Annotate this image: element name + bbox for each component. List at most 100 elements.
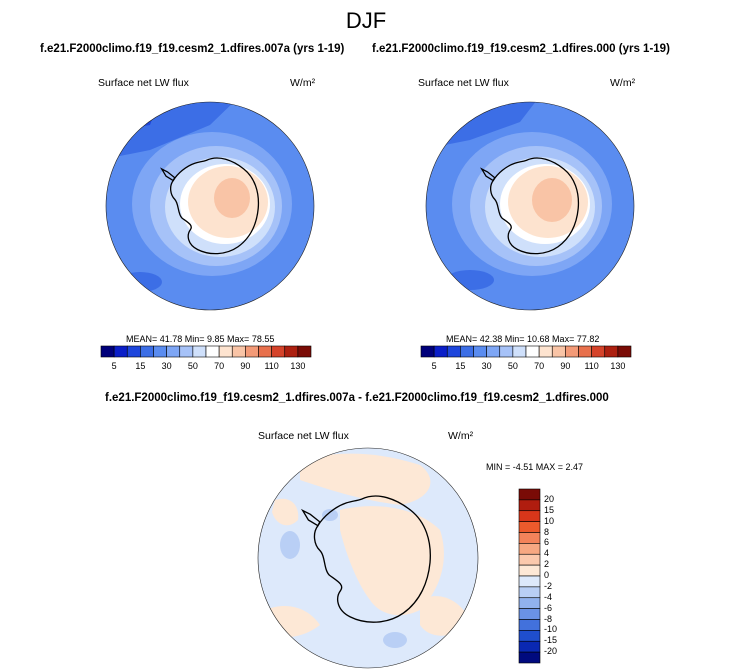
panel2-map-border (425, 101, 635, 311)
diff-colorbar-tick: 20 (544, 493, 555, 504)
panel2-colorbar-box (499, 345, 514, 358)
panel1-map-border (105, 101, 315, 311)
panel1-colorbar-box (218, 345, 233, 358)
diff-colorbar-box (518, 521, 541, 533)
panel2-colorbar-tick: 30 (481, 361, 492, 371)
panel2-map (426, 102, 634, 310)
diff-colorbar-tick: -15 (544, 635, 558, 646)
panel2-colorbar-box (473, 345, 487, 358)
diff-colorbar-tick: -2 (544, 580, 553, 591)
panel1-colorbar-tick: 110 (264, 361, 279, 371)
diff-colorbar-tick: 10 (544, 515, 555, 526)
panel1-colorbar-box (297, 345, 312, 358)
panel1-colorbar-box (258, 345, 272, 358)
panel2-colorbar-box (565, 345, 579, 358)
panel2-colorbar-box (538, 345, 553, 358)
panel2-colorbar-tick: 50 (507, 361, 518, 371)
diff-colorbar-box (518, 488, 541, 501)
diff-map (258, 448, 478, 668)
panel1-colorbar-tick: 15 (135, 361, 146, 371)
panel1-colorbar-tick: 50 (187, 361, 198, 371)
diff-colorbar-box (518, 532, 541, 544)
panel2-title: f.e21.F2000climo.f19_f19.cesm2_1.dfires.… (372, 43, 670, 55)
panel1-colorbar-tick: 5 (111, 361, 117, 371)
panel2-colorbar-tick: 70 (534, 361, 545, 371)
panel2-stats: MEAN= 42.38 Min= 10.68 Max= 77.82 (446, 334, 600, 344)
diff-colorbar-tick: -20 (544, 646, 558, 657)
diff-colorbar-tick: 2 (544, 559, 550, 570)
diff-colorbar-box (518, 575, 541, 588)
panel2-colorbar-tick: 90 (560, 361, 571, 371)
diff-title: f.e21.F2000climo.f19_f19.cesm2_1.dfires.… (105, 392, 609, 404)
panel2-units: W/m² (610, 77, 636, 89)
diff-map-border (257, 447, 479, 669)
diff-colorbar-box (518, 640, 541, 653)
diff-colorbar-box (518, 586, 541, 599)
panel1-colorbar-box (231, 345, 246, 358)
panel1-colorbar-box (179, 345, 194, 358)
panel1-colorbar-tick: 130 (290, 361, 306, 371)
diff-variable: Surface net LW flux (258, 430, 349, 442)
panel1-title: f.e21.F2000climo.f19_f19.cesm2_1.dfires.… (40, 43, 345, 55)
diff-colorbar-box (518, 608, 541, 620)
panel2-colorbar-tick: 110 (584, 361, 599, 371)
panel2-colorbar-tick: 130 (610, 361, 626, 371)
diff-stats: MIN = -4.51 MAX = 2.47 (486, 462, 584, 472)
panel2-colorbar-box (604, 345, 619, 358)
panel1-map (106, 102, 314, 310)
panel2-colorbar-box (551, 345, 566, 358)
panel1-colorbar-box (166, 345, 181, 358)
diff-colorbar-box (518, 510, 541, 522)
diff-colorbar-box (518, 564, 541, 577)
diff-colorbar-tick: -8 (544, 613, 553, 624)
panel1-variable: Surface net LW flux (98, 77, 189, 89)
panel1-colorbar-tick: 70 (214, 361, 225, 371)
panel2-colorbar-box (578, 345, 592, 358)
panel2-colorbar-box (460, 345, 474, 358)
panel2-colorbar-box (433, 345, 448, 358)
diff-colorbar-box (518, 543, 541, 555)
diff-colorbar-tick: 15 (544, 504, 555, 515)
panel2-colorbar (420, 345, 632, 358)
panel2-colorbar-tick: 15 (455, 361, 466, 371)
diff-colorbar-box (518, 553, 541, 566)
panel1-colorbar-box (284, 345, 299, 358)
panel1-colorbar-tick: 30 (161, 361, 172, 371)
panel2-colorbar-box (512, 345, 527, 358)
panel1-colorbar-box (245, 345, 259, 358)
diff-units: W/m² (448, 430, 474, 442)
panel2-colorbar-box (486, 345, 501, 358)
diff-colorbar-tick: 8 (544, 526, 550, 537)
panel1-colorbar-box (271, 345, 286, 358)
panel1-colorbar-box (153, 345, 167, 358)
panel2-colorbar-box (591, 345, 606, 358)
panel1-colorbar-box (192, 345, 207, 358)
panel2-colorbar-tick: 5 (431, 361, 437, 371)
panel1-colorbar (100, 345, 312, 358)
panel2-colorbar-box (446, 345, 461, 358)
panel1-colorbar-box (140, 345, 154, 358)
diff-colorbar-tick: -6 (544, 602, 553, 613)
diff-colorbar-box (518, 630, 541, 642)
diff-colorbar-box (518, 597, 541, 609)
panel1-units: W/m² (290, 77, 316, 89)
panel1-stats: MEAN= 41.78 Min= 9.85 Max= 78.55 (126, 334, 275, 344)
panel2-colorbar-box (617, 345, 632, 358)
panel2-colorbar-box (525, 345, 540, 358)
panel1-colorbar-box (100, 345, 115, 358)
diff-colorbar-tick: -4 (544, 591, 553, 602)
diff-colorbar-tick: 4 (544, 548, 550, 559)
diff-colorbar-box (518, 499, 541, 512)
diff-colorbar-box (518, 651, 541, 664)
diff-colorbar-tick: 0 (544, 570, 550, 580)
panel2-variable: Surface net LW flux (418, 77, 509, 89)
panel1-colorbar-tick: 90 (240, 361, 251, 371)
diff-colorbar-box (518, 619, 541, 631)
diff-colorbar-tick: -10 (544, 624, 558, 635)
panel1-colorbar-box (113, 345, 128, 358)
diff-colorbar-tick: 6 (544, 537, 550, 548)
panel2-colorbar-box (420, 345, 435, 358)
panel1-colorbar-box (126, 345, 141, 358)
season-title: DJF (345, 8, 387, 33)
